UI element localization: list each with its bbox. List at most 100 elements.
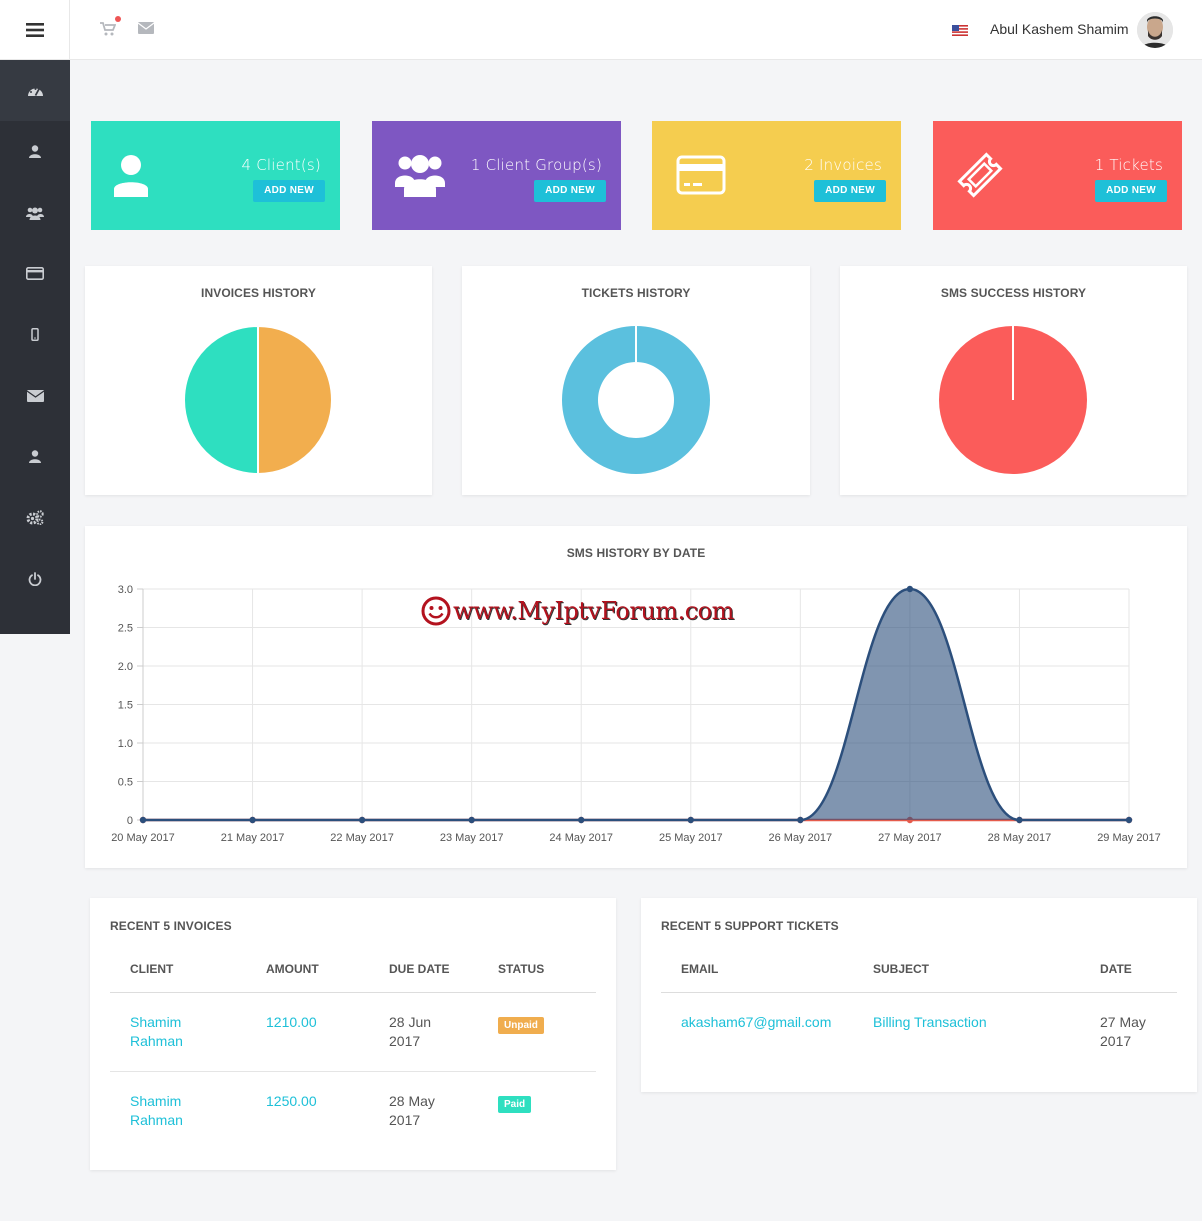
y-tick-label: 0.5 — [118, 777, 133, 789]
stat-label: 1 Tickets — [1094, 156, 1163, 174]
cart-icon[interactable] — [100, 22, 116, 36]
panel-title: INVOICES HISTORY — [201, 286, 316, 300]
panel-title: TICKETS HISTORY — [581, 286, 691, 300]
pie-slice[interactable] — [183, 324, 259, 476]
credit-card-icon — [26, 267, 44, 280]
y-tick-label: 1.5 — [118, 700, 133, 712]
divider — [110, 992, 596, 993]
envelope-icon — [26, 389, 44, 402]
pie-slice[interactable] — [561, 326, 710, 474]
mobile-icon — [31, 328, 39, 341]
add-ticket-button[interactable]: ADD NEW — [1095, 180, 1167, 202]
column-header[interactable]: EMAIL — [681, 962, 719, 976]
dashboard-icon — [27, 88, 43, 96]
series-area — [143, 589, 1129, 820]
data-point[interactable] — [1125, 816, 1133, 824]
stat-label: 4 Client(s) — [241, 156, 321, 174]
amount-link[interactable]: 1250.00 — [266, 1093, 317, 1109]
x-tick-label: 26 May 2017 — [769, 832, 833, 844]
credit-card-icon — [676, 155, 726, 195]
menu-toggle-button[interactable] — [0, 0, 70, 60]
x-tick-label: 20 May 2017 — [111, 832, 175, 844]
mail-icon[interactable] — [138, 22, 154, 34]
email-link[interactable]: akasham67@gmail.com — [681, 1014, 832, 1030]
x-tick-label: 22 May 2017 — [330, 832, 394, 844]
divider — [661, 992, 1177, 993]
recent-support-tickets-panel: RECENT 5 SUPPORT TICKETS EMAIL SUBJECT D… — [641, 898, 1197, 1092]
data-point[interactable] — [358, 816, 366, 824]
y-tick-label: 2.0 — [118, 661, 133, 673]
panel-title: RECENT 5 INVOICES — [110, 919, 232, 933]
invoices-pie-chart — [183, 324, 333, 476]
sms-history-chart-panel: SMS HISTORY BY DATE 0 0.5 1.0 1.5 2.0 2.5 3.0 2… — [85, 526, 1187, 868]
column-header[interactable]: CLIENT — [130, 962, 174, 976]
user-icon — [29, 450, 41, 463]
data-point[interactable] — [249, 816, 256, 824]
status-badge: Unpaid — [498, 1017, 544, 1034]
sidebar-item-admin[interactable] — [0, 426, 70, 487]
chart-title: SMS HISTORY BY DATE — [566, 546, 706, 560]
data-point[interactable] — [578, 816, 585, 824]
user-icon — [114, 155, 148, 197]
sidebar-item-sms[interactable] — [0, 304, 70, 365]
data-point[interactable] — [1016, 816, 1023, 824]
sidebar-item-dashboard[interactable] — [0, 60, 70, 121]
users-icon — [26, 207, 44, 220]
top-bar: Abul Kashem Shamim — [0, 0, 1202, 60]
status-badge: Paid — [498, 1096, 532, 1113]
power-icon — [28, 571, 42, 586]
divider — [110, 1071, 596, 1072]
sidebar-item-logout[interactable] — [0, 548, 70, 609]
y-tick-label: 0 — [127, 815, 133, 827]
column-header[interactable]: AMOUNT — [266, 962, 319, 976]
sidebar-item-clients[interactable] — [0, 121, 70, 182]
user-icon — [29, 145, 41, 158]
add-client-button[interactable]: ADD NEW — [253, 180, 325, 202]
avatar[interactable] — [1137, 12, 1173, 48]
y-tick-label: 1.0 — [118, 738, 133, 750]
amount-link[interactable]: 1210.00 — [266, 1014, 317, 1030]
sidebar-item-email[interactable] — [0, 365, 70, 426]
user-name[interactable]: Abul Kashem Shamim — [990, 21, 1129, 37]
us-flag-icon[interactable] — [952, 25, 968, 36]
column-header[interactable]: DATE — [1100, 962, 1132, 976]
menu-icon — [25, 23, 44, 37]
y-tick-label: 3.0 — [118, 584, 133, 596]
series-line — [143, 587, 1129, 822]
panel-title: RECENT 5 SUPPORT TICKETS — [661, 919, 839, 933]
column-header[interactable]: STATUS — [498, 962, 545, 976]
column-header[interactable]: DUE DATE — [389, 962, 450, 976]
x-tick-label: 23 May 2017 — [440, 832, 504, 844]
ticket-icon — [957, 152, 1003, 198]
watermark: www.MyIptvForum.com — [421, 596, 734, 626]
x-tick-label: 29 May 2017 — [1097, 832, 1161, 844]
data-point[interactable] — [468, 816, 475, 824]
add-invoice-button[interactable]: ADD NEW — [814, 180, 886, 202]
data-point[interactable] — [906, 585, 914, 593]
client-link[interactable]: Shamim Rahman — [130, 1014, 183, 1049]
stat-card-client-groups: 1 Client Group(s) ADD NEW — [372, 121, 621, 230]
client-link[interactable]: Shamim Rahman — [130, 1093, 183, 1128]
add-client-group-button[interactable]: ADD NEW — [534, 180, 606, 202]
column-header[interactable]: SUBJECT — [873, 962, 930, 976]
sms-success-pie-chart — [939, 326, 1087, 474]
pie-slice[interactable] — [257, 324, 333, 476]
sidebar-item-settings[interactable] — [0, 487, 70, 548]
subject-link[interactable]: Billing Transaction — [873, 1014, 987, 1030]
x-tick-label: 25 May 2017 — [659, 832, 723, 844]
sidebar — [0, 60, 70, 634]
sidebar-item-invoices[interactable] — [0, 243, 70, 304]
data-point[interactable] — [797, 816, 804, 824]
recent-invoices-panel: RECENT 5 INVOICES CLIENT AMOUNT DUE DATE… — [90, 898, 616, 1170]
sidebar-item-groups[interactable] — [0, 182, 70, 243]
ticket-date: 27 May 2017 — [1100, 1014, 1146, 1049]
y-tick-label: 2.5 — [118, 623, 133, 635]
tickets-doughnut-chart — [561, 326, 710, 474]
stat-label: 2 Invoices — [804, 156, 882, 174]
invoices-history-panel: INVOICES HISTORY — [85, 266, 432, 495]
stat-card-tickets: 1 Tickets ADD NEW — [933, 121, 1182, 230]
sms-history-area-chart: 0 0.5 1.0 1.5 2.0 2.5 3.0 20 May 2017 21 May 201… — [111, 584, 1161, 844]
stat-card-clients: 4 Client(s) ADD NEW — [91, 121, 340, 230]
data-point[interactable] — [687, 816, 694, 824]
data-point[interactable] — [139, 816, 147, 824]
